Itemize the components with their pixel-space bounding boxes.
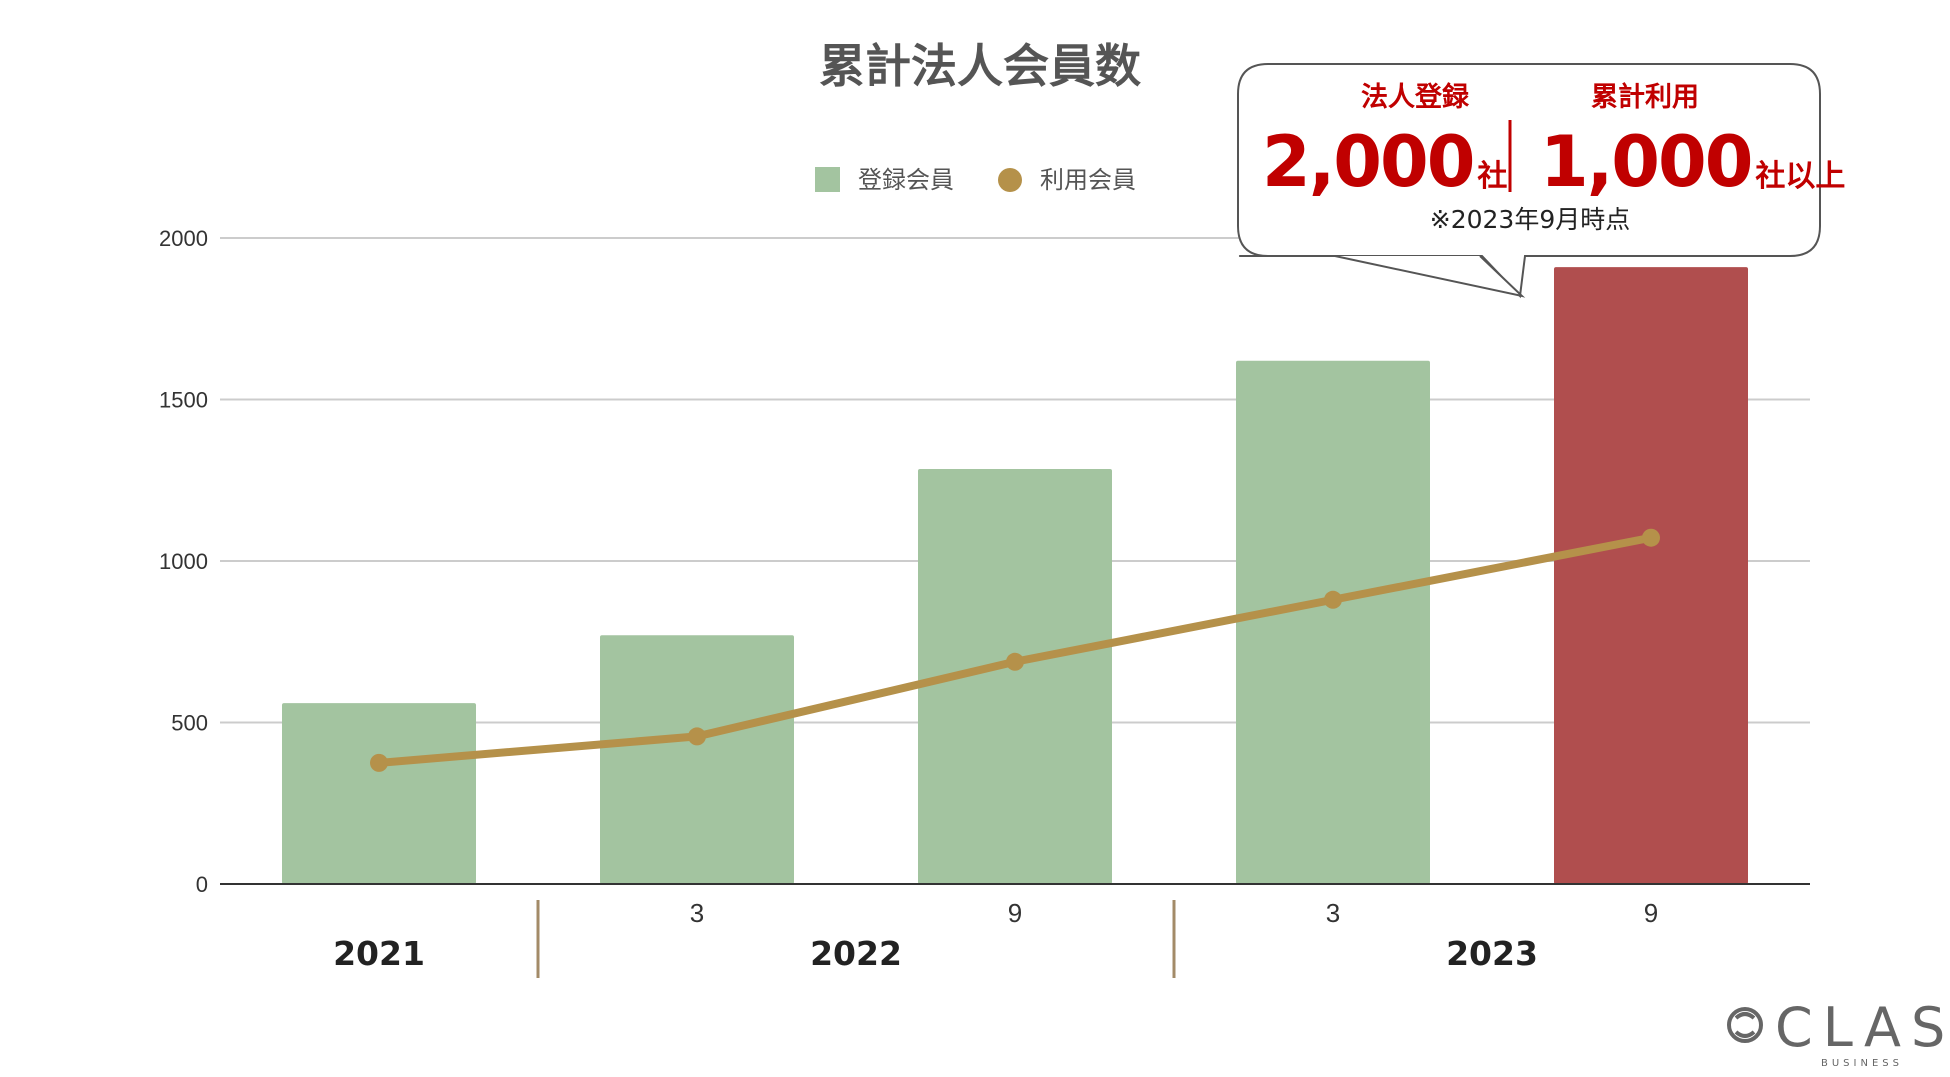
callout-right-heading: 累計利用 bbox=[1591, 81, 1699, 113]
x-tick-label: 9 bbox=[1644, 898, 1658, 928]
bars bbox=[282, 267, 1748, 884]
chart-title: 累計法人会員数 bbox=[819, 39, 1141, 93]
line-point bbox=[688, 727, 706, 746]
y-tick-label: 1000 bbox=[159, 549, 208, 574]
legend: 登録会員 利用会員 bbox=[815, 166, 1136, 194]
year-label: 2023 bbox=[1446, 934, 1538, 973]
logo-name: CLAS bbox=[1775, 996, 1950, 1059]
callout-right-figure: 1,000 社以上 bbox=[1540, 121, 1845, 203]
legend-label-registered: 登録会員 bbox=[858, 166, 954, 194]
legend-line-swatch bbox=[998, 168, 1022, 192]
bar bbox=[600, 635, 794, 884]
year-label: 2022 bbox=[810, 934, 902, 973]
bar bbox=[282, 703, 476, 884]
line-series bbox=[370, 528, 1660, 772]
callout-left-figure: 2,000 社 bbox=[1262, 121, 1507, 203]
callout-left-unit: 社 bbox=[1477, 159, 1507, 194]
x-axis-labels: 3 9 3 9 bbox=[690, 898, 1658, 928]
year-label: 2021 bbox=[333, 934, 425, 973]
bar bbox=[1554, 267, 1748, 884]
x-tick-label: 9 bbox=[1008, 898, 1022, 928]
line-point bbox=[1324, 590, 1342, 609]
callout-note: ※2023年9月時点 bbox=[1430, 205, 1630, 234]
y-tick-label: 2000 bbox=[159, 226, 208, 251]
y-tick-label: 1500 bbox=[159, 388, 208, 413]
bar bbox=[1236, 360, 1430, 884]
year-groups: 2021 2022 2023 bbox=[333, 900, 1538, 978]
y-tick-label: 500 bbox=[171, 711, 208, 736]
callout-pointer bbox=[1334, 255, 1526, 298]
callout-right-unit: 社以上 bbox=[1755, 159, 1845, 194]
callout: 法人登録 累計利用 2,000 社 1,000 社以上 ※2023年9月時点 bbox=[1237, 63, 1845, 299]
callout-left-value: 2,000 bbox=[1262, 121, 1473, 203]
y-tick-label: 0 bbox=[196, 872, 208, 897]
x-tick-label: 3 bbox=[1326, 898, 1340, 928]
bar bbox=[918, 468, 1112, 884]
x-tick-label: 3 bbox=[690, 898, 704, 928]
callout-left-heading: 法人登録 bbox=[1361, 81, 1470, 113]
y-axis-ticks: 0 500 1000 1500 2000 bbox=[159, 226, 208, 897]
legend-bar-swatch bbox=[815, 167, 840, 192]
clas-logo-icon bbox=[1727, 1007, 1763, 1043]
callout-bubble bbox=[1237, 63, 1821, 299]
clas-logo: CLAS BUSINESS bbox=[1727, 996, 1950, 1069]
line-point bbox=[1642, 528, 1660, 547]
logo-sub: BUSINESS bbox=[1821, 1058, 1903, 1069]
legend-label-active: 利用会員 bbox=[1040, 166, 1136, 194]
line-point bbox=[370, 753, 388, 772]
callout-right-value: 1,000 bbox=[1540, 121, 1751, 203]
line-point bbox=[1006, 652, 1024, 671]
